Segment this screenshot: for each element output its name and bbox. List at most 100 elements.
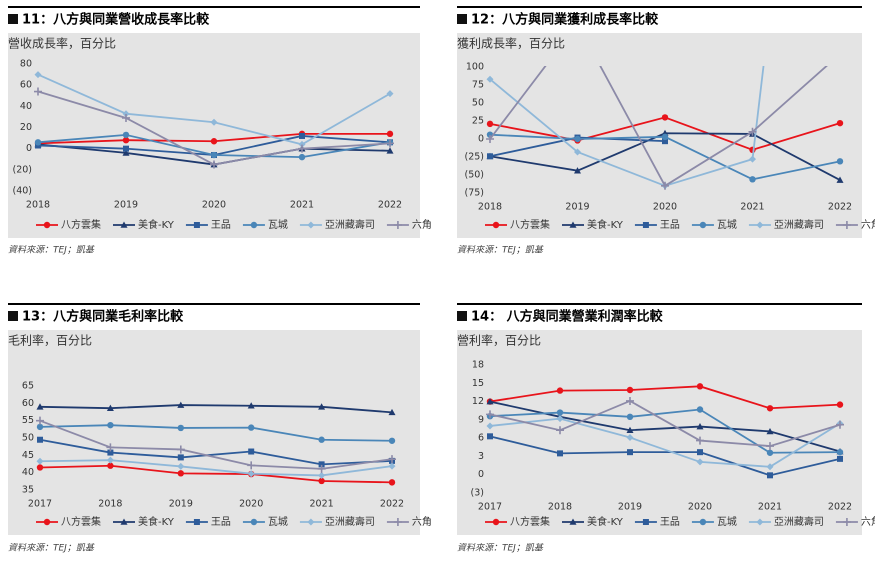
marker (386, 90, 394, 98)
header-rule (8, 6, 420, 8)
y-tick-label: 55 (22, 415, 34, 426)
x-tick-label: 2019 (114, 200, 138, 211)
legend-item: 王品 (185, 516, 231, 528)
legend-label: 亞洲藏壽司 (325, 218, 375, 231)
marker (210, 138, 218, 145)
y-axis-label: 毛利率，百分比 (8, 333, 92, 348)
marker (486, 422, 494, 430)
y-tick-label: (20) (12, 164, 32, 175)
plot-area (486, 66, 844, 190)
marker (627, 449, 633, 456)
legend-item: 王品 (185, 219, 231, 231)
x-tick-label: 2021 (290, 200, 314, 211)
marker (34, 139, 42, 146)
marker (836, 420, 844, 429)
x-tick-label: 2021 (758, 502, 782, 513)
x-tick-label: 2022 (380, 499, 404, 510)
y-tick-label: 100 (466, 62, 484, 73)
series-line (39, 464, 393, 484)
legend-item: 亞洲藏壽司 (299, 515, 375, 528)
x-tick-label: 2018 (548, 502, 572, 513)
series-line (39, 404, 393, 414)
marker (210, 151, 218, 159)
marker (177, 401, 185, 408)
source-note: 資料來源：TEJ；凱基 (8, 543, 95, 554)
plot-area (34, 71, 394, 169)
y-tick-label: (25) (464, 152, 484, 163)
series-line (39, 438, 393, 466)
legend-label: 八方雲集 (510, 218, 550, 231)
legend-label: 美食-KY (138, 515, 175, 528)
marker (307, 221, 315, 229)
series-line (489, 400, 841, 453)
series-line (489, 408, 841, 454)
legend-item: 亞洲藏壽司 (748, 515, 824, 528)
x-tick-label: 2022 (378, 200, 402, 211)
marker (193, 519, 200, 525)
marker (210, 160, 218, 169)
marker (36, 423, 44, 431)
legend-label: 六角 (412, 516, 432, 528)
marker (626, 386, 634, 394)
marker (837, 455, 843, 462)
legend-label: 瓦城 (717, 516, 737, 528)
legend-label: 六角 (861, 516, 875, 528)
marker (767, 472, 773, 479)
y-tick-label: 45 (22, 450, 34, 461)
y-tick-label: 25 (472, 116, 484, 127)
marker (177, 462, 185, 470)
marker (556, 409, 564, 416)
marker (247, 402, 255, 409)
series-line (489, 417, 841, 468)
legend-item: 八方雲集 (485, 218, 550, 231)
marker (36, 416, 44, 425)
marker (250, 518, 258, 526)
marker (388, 408, 396, 416)
y-tick-label: 0 (478, 134, 484, 145)
marker (626, 396, 634, 405)
marker (569, 518, 577, 525)
marker (696, 423, 704, 430)
marker (36, 457, 44, 465)
marker (247, 461, 256, 470)
marker (699, 221, 707, 229)
marker (176, 445, 185, 454)
legend-label: 亞洲藏壽司 (774, 218, 824, 231)
marker (37, 436, 43, 443)
marker (318, 471, 326, 479)
marker (34, 87, 42, 96)
legend-item: 美食-KY (562, 218, 624, 231)
y-tick-label: 15 (472, 378, 484, 389)
legend-item: 瓦城 (691, 516, 737, 528)
x-tick-label: 2022 (828, 202, 852, 213)
legend-item: 亞洲藏壽司 (748, 218, 824, 231)
marker (574, 135, 581, 143)
y-tick-label: 6 (478, 433, 484, 444)
x-tick-label: 2020 (688, 502, 712, 513)
y-axis-label: 營利率，百分比 (457, 333, 541, 348)
marker (318, 403, 326, 410)
marker (298, 144, 306, 153)
marker (766, 427, 774, 435)
y-tick-label: 18 (472, 360, 484, 371)
header-rule (457, 303, 862, 305)
marker (250, 221, 258, 229)
y-tick-label: 80 (20, 59, 32, 70)
header-icon (8, 311, 18, 321)
marker (193, 222, 200, 228)
marker (43, 518, 51, 526)
legend-item: 王品 (634, 516, 680, 528)
marker (486, 135, 494, 143)
marker (386, 147, 394, 154)
marker (298, 140, 306, 148)
y-tick-label: 20 (20, 122, 32, 133)
marker (626, 434, 634, 442)
marker (842, 518, 851, 526)
legend-item: 瓦城 (691, 219, 737, 231)
marker (626, 426, 634, 434)
legend-label: 八方雲集 (510, 515, 550, 528)
legend-item: 八方雲集 (36, 515, 101, 528)
